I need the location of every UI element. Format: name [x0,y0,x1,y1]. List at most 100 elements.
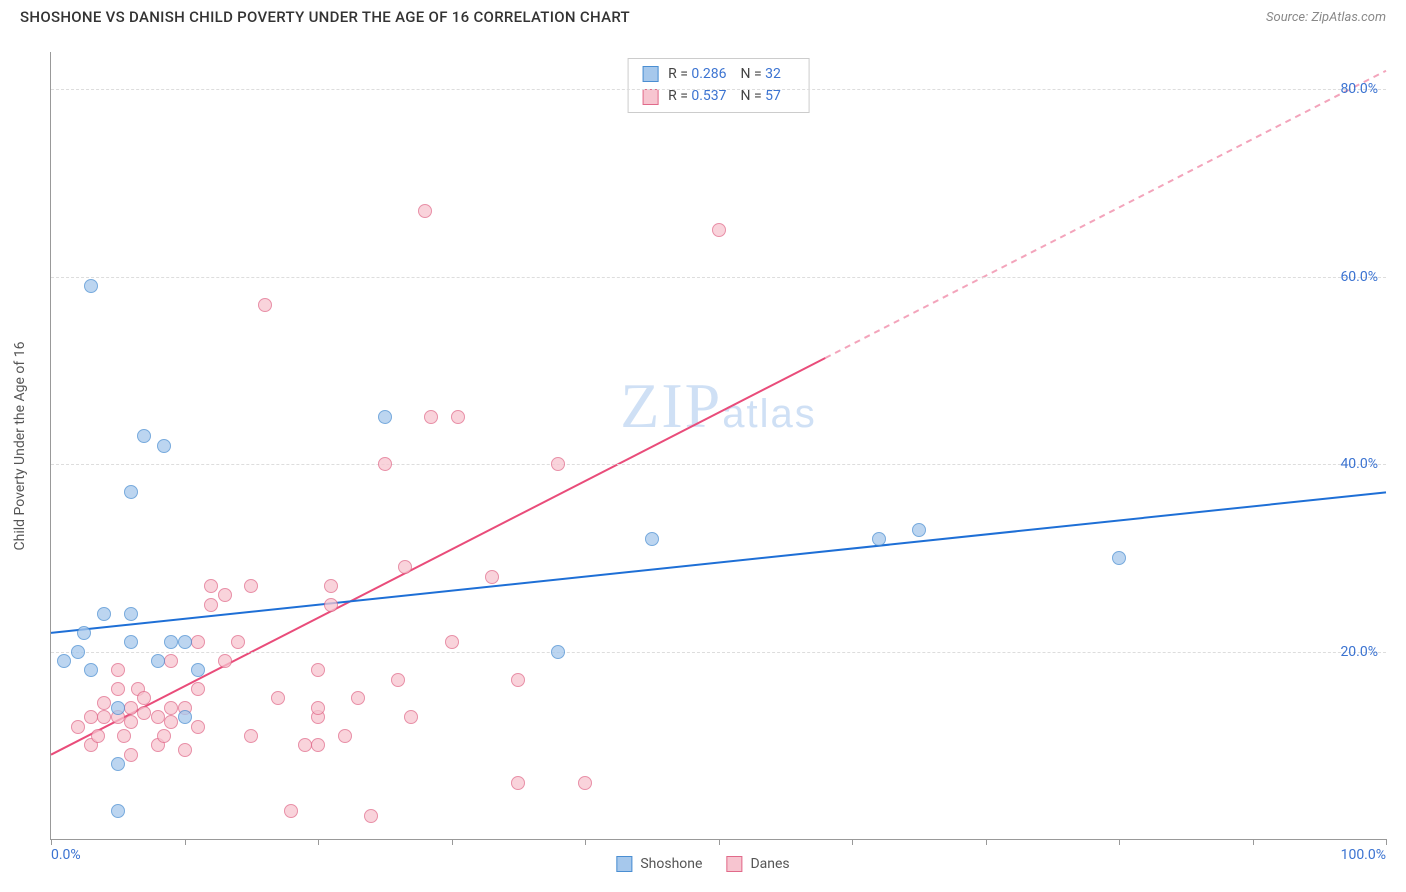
scatter-point-danes [244,579,258,593]
source-name: ZipAtlas.com [1311,10,1386,25]
swatch-danes [726,856,742,872]
scatter-point-danes [424,410,438,424]
y-tick-label: 40.0% [1340,456,1378,472]
scatter-point-danes [324,579,338,593]
scatter-point-danes [364,809,378,823]
scatter-point-shoshone [178,635,192,649]
scatter-point-danes [191,720,205,734]
scatter-point-danes [451,410,465,424]
legend-item-danes: Danes [726,856,789,872]
scatter-point-danes [445,635,459,649]
y-tick-label: 60.0% [1340,269,1378,285]
x-tick [51,839,52,845]
scatter-point-danes [151,710,165,724]
scatter-point-shoshone [97,607,111,621]
scatter-point-danes [191,682,205,696]
scatter-point-shoshone [57,654,71,668]
scatter-point-shoshone [378,410,392,424]
scatter-point-danes [404,710,418,724]
scatter-point-danes [71,720,85,734]
scatter-point-danes [551,457,565,471]
legend-label: Shoshone [640,856,702,872]
scatter-point-shoshone [111,701,125,715]
r-label: R = [668,66,691,82]
scatter-point-shoshone [111,757,125,771]
scatter-point-danes [418,204,432,218]
scatter-point-danes [712,223,726,237]
scatter-point-danes [311,701,325,715]
scatter-point-shoshone [551,645,565,659]
scatter-point-shoshone [84,279,98,293]
scatter-point-shoshone [124,485,138,499]
x-tick [719,839,720,845]
swatch-shoshone [642,66,658,82]
x-tick [1253,839,1254,845]
scatter-point-shoshone [912,523,926,537]
x-max-label: 100.0% [1341,847,1386,863]
scatter-point-danes [324,598,338,612]
gridline [51,277,1386,278]
r-value: 0.537 [691,88,726,104]
scatter-point-shoshone [164,635,178,649]
scatter-point-danes [157,729,171,743]
scatter-point-danes [311,663,325,677]
correlation-legend: R = 0.286N = 32 R = 0.537N = 57 [627,58,810,113]
x-tick [1386,839,1387,845]
scatter-point-danes [91,729,105,743]
scatter-point-danes [391,673,405,687]
scatter-point-danes [84,710,98,724]
gridline [51,89,1386,90]
chart-plot-area: ZIPatlas R = 0.286N = 32 R = 0.537N = 57… [50,52,1386,840]
legend-row-shoshone: R = 0.286N = 32 [642,63,795,85]
swatch-danes [642,89,658,105]
scatter-point-danes [124,748,138,762]
scatter-point-danes [511,776,525,790]
legend-label: Danes [750,856,789,872]
series-legend: Shoshone Danes [616,856,789,872]
gridline [51,464,1386,465]
scatter-point-shoshone [151,654,165,668]
x-tick [585,839,586,845]
x-tick [852,839,853,845]
scatter-point-danes [338,729,352,743]
y-tick-label: 20.0% [1340,644,1378,660]
x-min-label: 0.0% [51,847,81,863]
scatter-point-shoshone [157,439,171,453]
scatter-point-danes [204,579,218,593]
y-axis-title: Child Poverty Under the Age of 16 [12,342,28,551]
scatter-point-danes [244,729,258,743]
source-label: Source: ZipAtlas.com [1266,10,1386,25]
scatter-point-danes [311,738,325,752]
n-value: 57 [765,88,781,104]
r-label: R = [668,88,691,104]
scatter-point-danes [164,715,178,729]
scatter-point-danes [191,635,205,649]
chart-title: SHOSHONE VS DANISH CHILD POVERTY UNDER T… [20,8,630,26]
scatter-point-danes [97,696,111,710]
scatter-point-shoshone [645,532,659,546]
gridline [51,652,1386,653]
scatter-point-shoshone [84,663,98,677]
scatter-point-shoshone [191,663,205,677]
scatter-point-danes [284,804,298,818]
scatter-point-danes [258,298,272,312]
chart-header: SHOSHONE VS DANISH CHILD POVERTY UNDER T… [0,0,1406,32]
r-value: 0.286 [691,66,726,82]
trend-line-solid [51,492,1386,633]
trend-lines-svg [51,52,1386,839]
x-tick [452,839,453,845]
source-prefix: Source: [1266,10,1311,25]
scatter-point-shoshone [71,645,85,659]
scatter-point-shoshone [111,804,125,818]
scatter-point-danes [124,715,138,729]
y-tick-label: 80.0% [1340,81,1378,97]
scatter-point-shoshone [178,710,192,724]
x-tick [318,839,319,845]
scatter-point-danes [351,691,365,705]
x-tick [986,839,987,845]
scatter-point-danes [111,663,125,677]
scatter-point-danes [178,743,192,757]
scatter-point-shoshone [872,532,886,546]
scatter-point-danes [218,654,232,668]
trend-line-dashed [825,71,1386,358]
